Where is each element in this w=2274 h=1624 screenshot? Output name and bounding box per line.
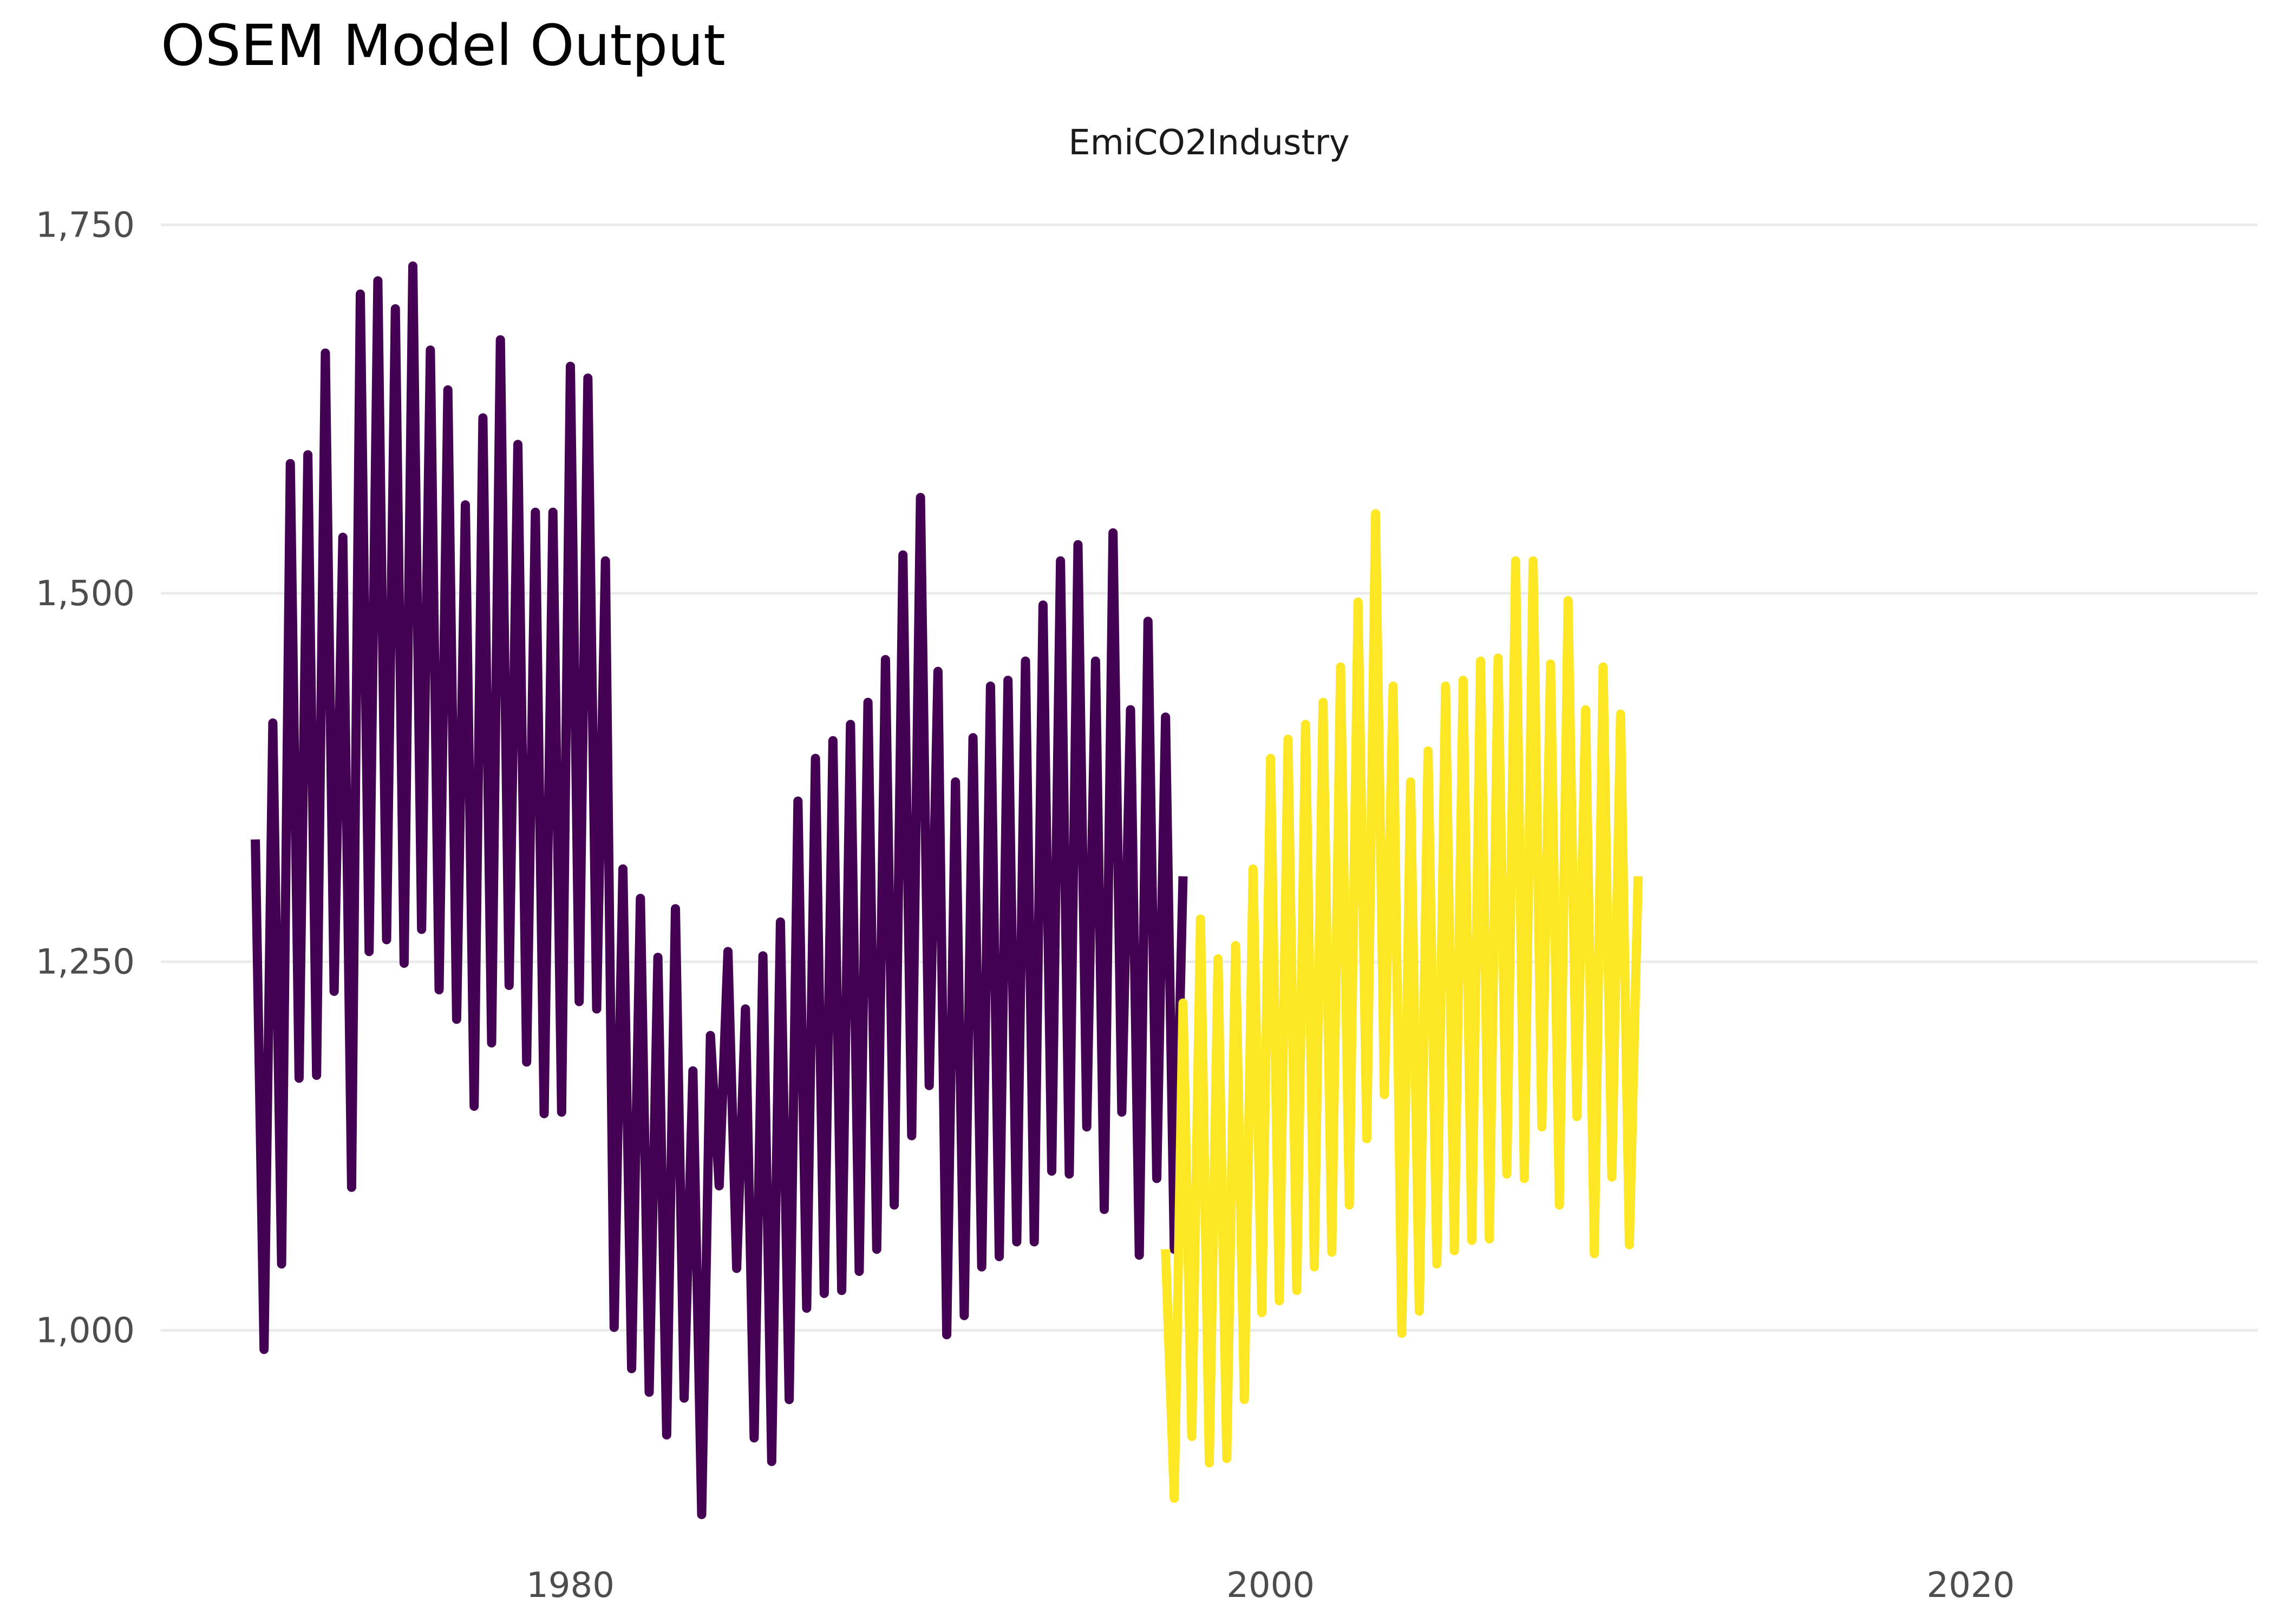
panel-title: EmiCO2Industry xyxy=(1068,123,1350,163)
y-axis: 1,000 1,250 1,500 1,750 xyxy=(36,205,135,1351)
y-tick-label: 1,500 xyxy=(36,574,135,614)
x-tick-label: 2000 xyxy=(1226,1566,1315,1606)
y-tick-label: 1,000 xyxy=(36,1311,135,1351)
chart-title: OSEM Model Output xyxy=(161,12,726,78)
x-axis: 1980 2000 2020 xyxy=(526,1566,2015,1606)
series-line-2 xyxy=(1161,509,1643,1503)
y-tick-label: 1,750 xyxy=(36,205,135,245)
series-layer xyxy=(251,261,1643,1520)
series-line-1 xyxy=(251,261,1188,1520)
x-tick-label: 1980 xyxy=(526,1566,615,1606)
x-tick-label: 2020 xyxy=(1926,1566,2015,1606)
y-tick-label: 1,250 xyxy=(36,942,135,983)
